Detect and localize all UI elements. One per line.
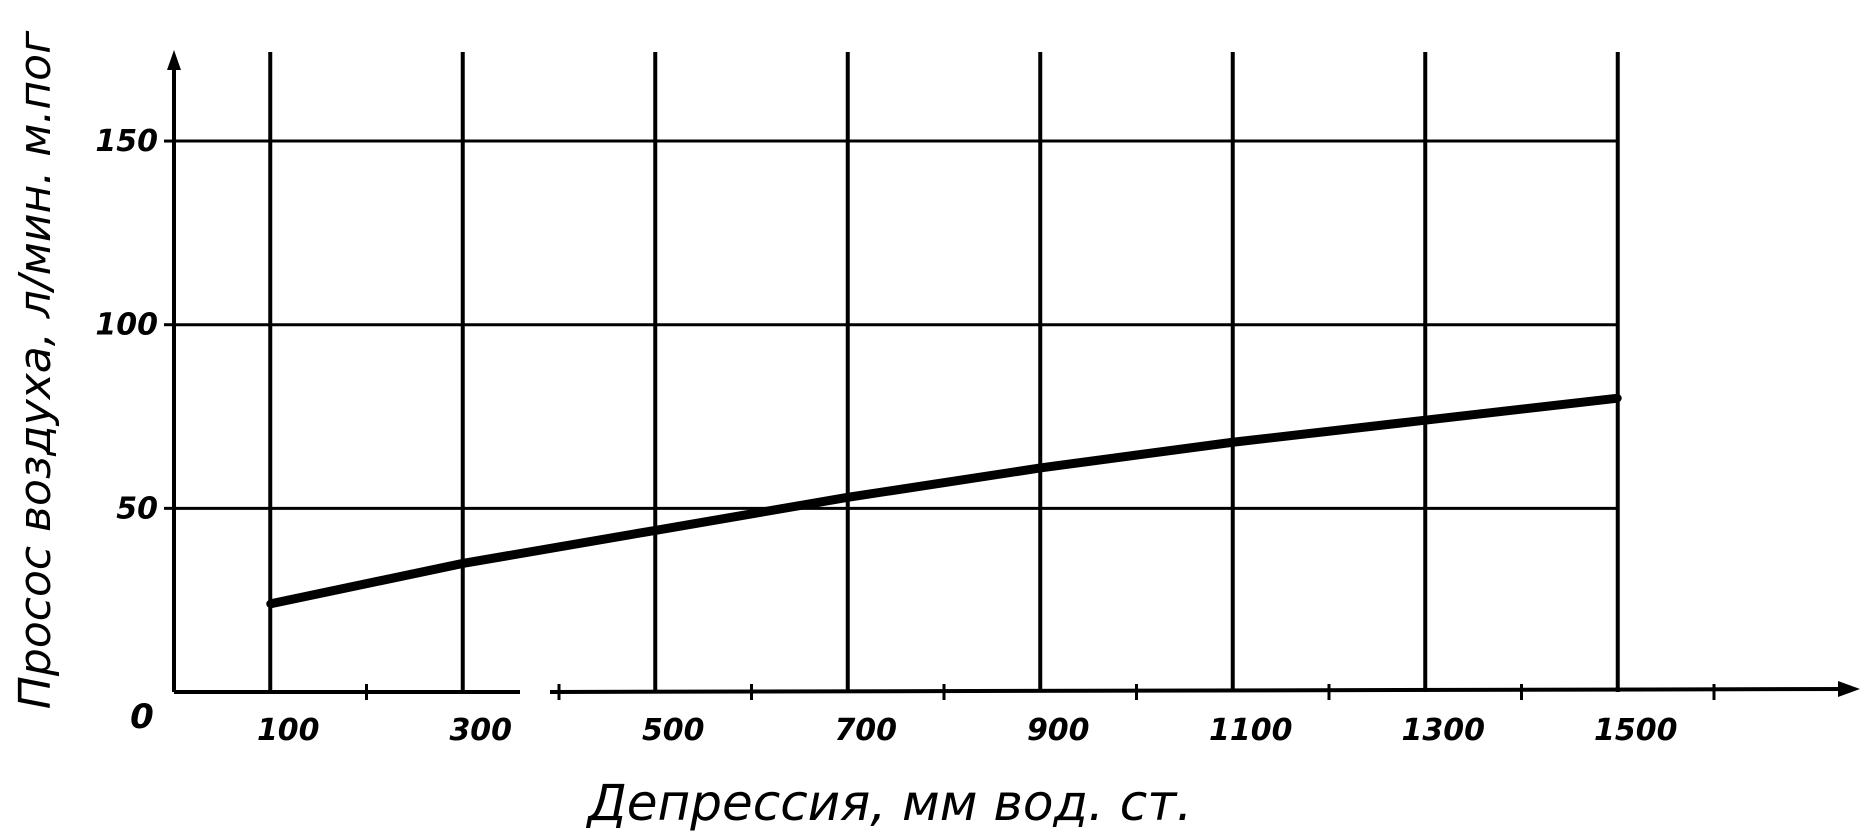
series-line bbox=[269, 393, 1619, 609]
y-tick-label: 50 bbox=[116, 491, 158, 526]
series-layer bbox=[266, 393, 1622, 609]
x-tick-label: 300 bbox=[449, 713, 512, 748]
origin-label: 0 bbox=[130, 697, 154, 737]
data-point bbox=[1036, 463, 1045, 472]
x-tick-label: 1100 bbox=[1209, 713, 1293, 748]
grid bbox=[174, 52, 1620, 692]
x-tick-label: 700 bbox=[834, 713, 897, 748]
data-point bbox=[1228, 438, 1237, 447]
x-tick-label: 1300 bbox=[1402, 713, 1486, 748]
data-point bbox=[1613, 394, 1622, 403]
x-tick-label: 900 bbox=[1027, 713, 1090, 748]
x-tick-label: 1500 bbox=[1594, 713, 1678, 748]
tick-labels: 100 300 500 700 900 1100 1300 1500 50 100 150 bbox=[95, 124, 1677, 748]
x-tick-label: 500 bbox=[642, 713, 705, 748]
data-point bbox=[1421, 416, 1430, 425]
y-axis-title: Просос воздуха, л/мин. м.пог bbox=[10, 30, 61, 709]
y-axis-arrow-icon bbox=[167, 50, 181, 70]
x-tick-label: 100 bbox=[257, 713, 320, 748]
y-tick-label: 100 bbox=[95, 308, 158, 343]
data-point bbox=[266, 599, 275, 608]
data-point bbox=[843, 493, 852, 502]
data-point bbox=[458, 559, 467, 568]
x-axis-line bbox=[549, 687, 1847, 694]
axes bbox=[164, 50, 1860, 700]
x-axis-arrow-icon bbox=[1838, 681, 1860, 697]
data-point bbox=[651, 526, 660, 535]
y-tick-label: 150 bbox=[95, 124, 158, 159]
x-axis-title: Депрессия, мм вод. ст. bbox=[586, 774, 1193, 832]
